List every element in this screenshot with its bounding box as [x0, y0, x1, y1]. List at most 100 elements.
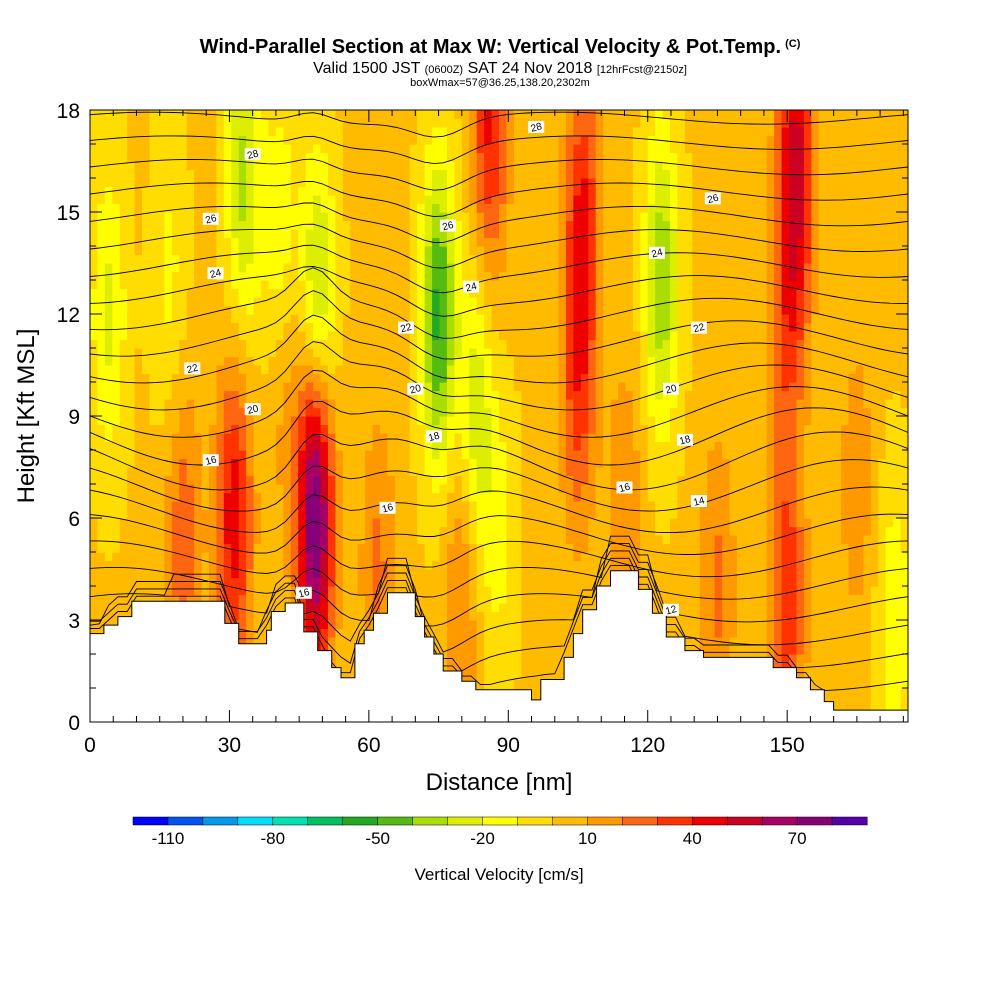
velocity-cell	[179, 212, 188, 222]
velocity-cell	[394, 441, 403, 451]
velocity-cell	[313, 552, 322, 562]
velocity-cell	[156, 339, 165, 349]
velocity-cell	[573, 560, 582, 570]
velocity-cell	[380, 535, 389, 545]
velocity-cell	[246, 288, 255, 298]
velocity-cell	[104, 560, 113, 570]
velocity-cell	[194, 543, 203, 553]
velocity-cell	[409, 288, 418, 298]
velocity-cell	[261, 543, 270, 553]
velocity-cell	[454, 212, 463, 222]
velocity-cell	[305, 399, 314, 409]
velocity-cell	[424, 382, 433, 392]
velocity-cell	[521, 416, 530, 426]
velocity-cell	[201, 246, 210, 256]
velocity-cell	[164, 331, 173, 341]
velocity-cell	[380, 144, 389, 154]
velocity-cell	[499, 492, 508, 502]
velocity-cell	[342, 314, 351, 324]
velocity-cell	[327, 637, 336, 647]
velocity-cell	[469, 433, 478, 443]
velocity-cell	[201, 203, 210, 213]
velocity-cell	[246, 322, 255, 332]
velocity-cell	[186, 586, 195, 596]
velocity-cell	[246, 577, 255, 587]
velocity-cell	[283, 237, 292, 247]
velocity-cell	[595, 407, 604, 417]
velocity-cell	[90, 450, 99, 460]
velocity-cell	[402, 288, 411, 298]
velocity-cell	[149, 458, 158, 468]
velocity-cell	[513, 280, 522, 290]
velocity-cell	[246, 552, 255, 562]
velocity-cell	[446, 662, 455, 672]
velocity-cell	[261, 161, 270, 171]
velocity-cell	[380, 586, 389, 596]
velocity-cell	[216, 280, 225, 290]
velocity-cell	[469, 569, 478, 579]
velocity-cell	[112, 322, 121, 332]
velocity-cell	[588, 373, 597, 383]
velocity-cell	[551, 441, 560, 451]
velocity-cell	[275, 288, 284, 298]
velocity-cell	[127, 577, 136, 587]
velocity-cell	[536, 195, 545, 205]
velocity-cell	[402, 450, 411, 460]
velocity-cell	[261, 135, 270, 145]
velocity-cell	[521, 382, 530, 392]
velocity-cell	[342, 509, 351, 519]
velocity-cell	[119, 433, 128, 443]
velocity-cell	[380, 543, 389, 553]
velocity-cell	[521, 305, 530, 315]
velocity-cell	[290, 458, 299, 468]
velocity-cell	[283, 271, 292, 281]
velocity-cell	[246, 365, 255, 375]
velocity-cell	[261, 127, 270, 137]
velocity-cell	[313, 569, 322, 579]
velocity-cell	[469, 195, 478, 205]
velocity-cell	[365, 246, 374, 256]
velocity-cell	[595, 348, 604, 358]
velocity-cell	[417, 577, 426, 587]
velocity-cell	[536, 458, 545, 468]
velocity-cell	[536, 314, 545, 324]
velocity-cell	[164, 552, 173, 562]
velocity-cell	[461, 314, 470, 324]
velocity-cell	[246, 339, 255, 349]
velocity-cell	[223, 144, 232, 154]
velocity-cell	[551, 450, 560, 460]
velocity-cell	[238, 416, 247, 426]
velocity-cell	[313, 373, 322, 383]
velocity-cell	[208, 416, 218, 426]
velocity-cell	[231, 110, 240, 120]
velocity-cell	[491, 186, 500, 196]
velocity-cell	[491, 645, 500, 655]
velocity-cell	[305, 424, 314, 434]
velocity-cell	[179, 501, 188, 511]
velocity-cell	[342, 603, 351, 613]
velocity-cell	[446, 543, 455, 553]
velocity-cell	[119, 331, 128, 341]
velocity-cell	[290, 127, 299, 137]
velocity-cell	[268, 220, 277, 230]
velocity-cell	[171, 144, 180, 154]
velocity-cell	[350, 492, 359, 502]
velocity-cell	[588, 305, 597, 315]
velocity-cell	[342, 322, 351, 332]
velocity-cell	[305, 373, 314, 383]
velocity-cell	[104, 526, 113, 536]
velocity-cell	[290, 569, 299, 579]
velocity-cell	[201, 297, 210, 307]
velocity-cell	[320, 220, 329, 230]
velocity-cell	[387, 195, 396, 205]
velocity-cell	[134, 297, 143, 307]
velocity-cell	[201, 535, 210, 545]
velocity-cell	[372, 305, 381, 315]
velocity-cell	[253, 348, 262, 358]
velocity-cell	[320, 424, 329, 434]
velocity-cell	[238, 237, 247, 247]
velocity-cell	[521, 280, 530, 290]
velocity-cell	[290, 186, 299, 196]
velocity-cell	[313, 586, 322, 596]
velocity-cell	[521, 484, 530, 494]
